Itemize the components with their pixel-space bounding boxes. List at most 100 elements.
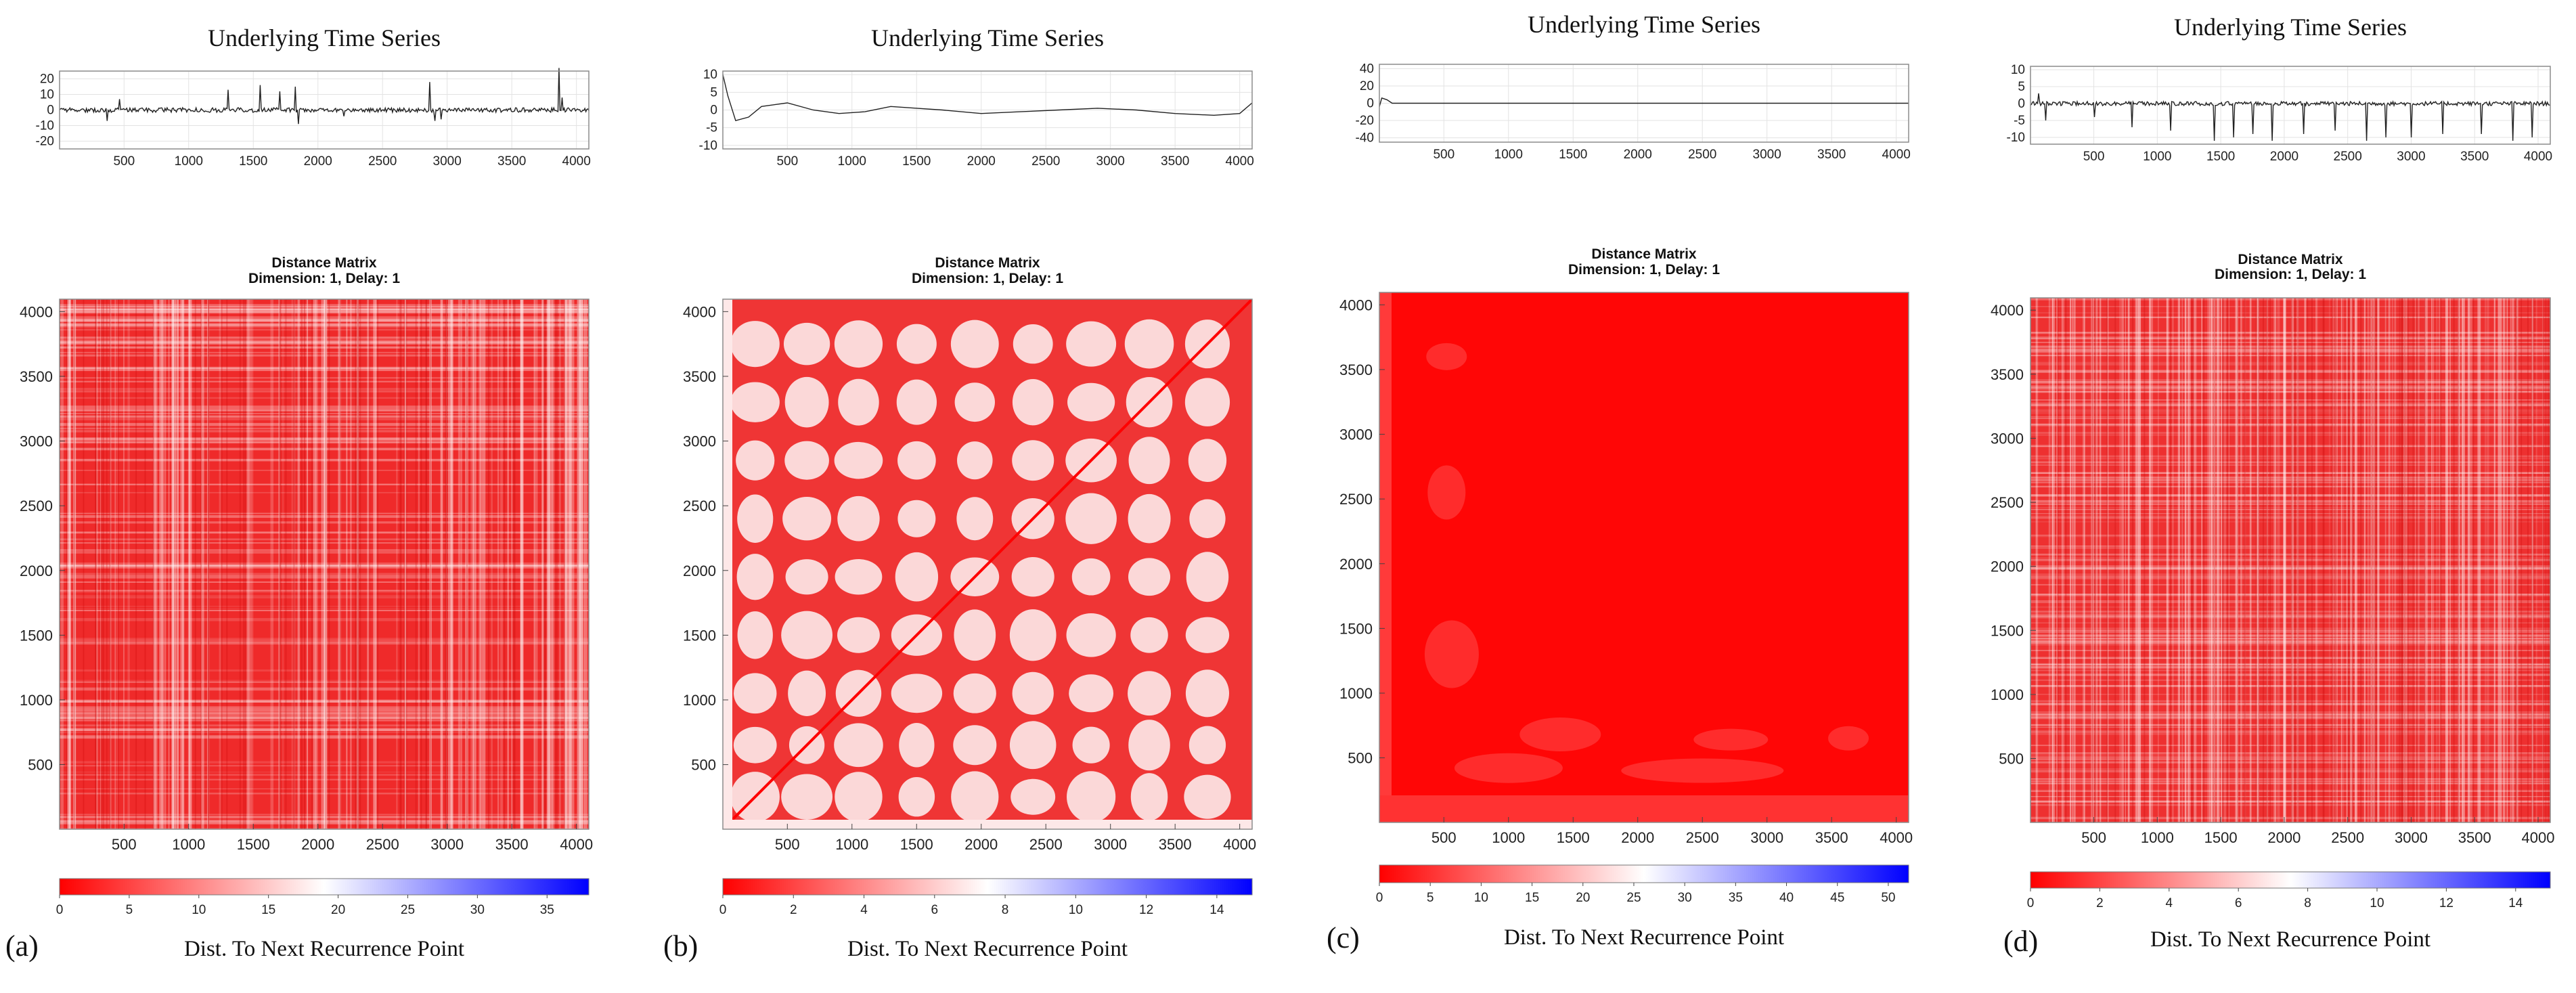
ts-x-tick: 500	[776, 154, 798, 169]
distance-matrix-title: Distance Matrix	[935, 255, 1040, 271]
blob	[1128, 493, 1171, 544]
stripe-h	[2030, 674, 2550, 676]
stripe-h	[2030, 387, 2550, 389]
blob	[954, 382, 995, 422]
blob	[733, 726, 777, 764]
blob	[1066, 613, 1116, 657]
ts-y-tick: 0	[2018, 97, 2025, 111]
dm-x-tick: 3000	[1750, 829, 1783, 846]
stripe-dark	[425, 299, 427, 829]
stripe-v	[323, 299, 324, 829]
stripe-v	[313, 299, 317, 829]
stripe-dark	[2065, 298, 2067, 822]
stripe-dark	[194, 299, 196, 829]
dm-y-tick: 1000	[1339, 685, 1373, 702]
stripe-dark	[2472, 298, 2474, 822]
stripe-v	[583, 299, 587, 829]
stripe-v	[2166, 298, 2168, 822]
blob	[838, 378, 879, 426]
stripe-h	[60, 323, 589, 326]
stripe-v	[2377, 298, 2380, 822]
colorbar-tick: 10	[192, 903, 206, 917]
stripe-h	[60, 458, 589, 462]
ts-x-tick: 3500	[1817, 148, 1846, 162]
stripe-dark	[152, 299, 154, 829]
stripe-h	[2030, 684, 2550, 688]
distance-matrix-subtitle: Dimension: 1, Delay: 1	[2215, 267, 2366, 282]
distance-matrix-frame	[2030, 297, 2551, 823]
stripe-h	[60, 680, 589, 682]
stripe-v	[577, 299, 579, 829]
stripe-dark	[357, 299, 359, 829]
ts-y-tick: 10	[40, 88, 54, 102]
dm-x-tick: 1000	[1492, 829, 1525, 846]
stripe-dark	[311, 299, 313, 829]
stripe-v	[548, 299, 552, 829]
dm-y-tick: 4000	[20, 303, 53, 320]
stripe-h	[60, 336, 589, 339]
dm-y-tick: 500	[1348, 750, 1373, 767]
stripe-h	[2030, 472, 2550, 475]
stripe-v	[491, 299, 493, 829]
stripe-h	[60, 565, 589, 567]
stripe-h	[2030, 755, 2550, 757]
blob	[782, 497, 832, 541]
dm-x-tick: 2500	[1029, 836, 1063, 853]
stripe-v	[298, 299, 300, 829]
stripe-h	[60, 687, 589, 691]
stripe-h	[2030, 298, 2550, 301]
dm-x-tick: 1000	[172, 836, 205, 853]
stripe-dark	[2545, 298, 2547, 822]
stripe-v	[2188, 298, 2191, 822]
stripe-v	[2368, 298, 2369, 822]
ts-x-tick: 1000	[2143, 150, 2171, 164]
dm-x-tick: 3000	[1094, 836, 1127, 853]
ts-y-tick: -5	[2014, 114, 2025, 128]
ts-x-tick: 3000	[433, 154, 462, 169]
stripe-v	[2185, 298, 2187, 822]
edge-bottom	[1379, 795, 1909, 822]
stripe-v	[2415, 298, 2416, 822]
stripe-v	[2121, 298, 2124, 822]
stripe-dark	[73, 299, 75, 829]
ts-y-tick: -40	[1356, 131, 1374, 146]
blob	[1066, 321, 1117, 367]
stripe-dark	[2132, 298, 2134, 822]
ts-y-tick: 10	[703, 68, 717, 82]
stripe-h	[60, 354, 589, 357]
stripe-v	[2510, 298, 2512, 822]
stripe-h	[60, 409, 589, 412]
stripe-v	[2512, 298, 2514, 822]
distance-matrix-title: Distance Matrix	[2238, 252, 2343, 267]
stripe-dark	[2351, 298, 2353, 822]
stripe-v	[2334, 298, 2337, 822]
time-series-plot: Underlying Time Series 500 1000 1500 2000 250…	[36, 24, 591, 169]
ts-y-tick: -10	[2007, 131, 2025, 145]
stripe-v	[60, 299, 64, 829]
stripe-v	[153, 299, 157, 829]
stripe-h	[60, 765, 589, 767]
colorbar-tick: 8	[2304, 896, 2311, 910]
stripe-v	[479, 299, 481, 829]
stripe-v	[2502, 298, 2506, 822]
blob	[1012, 671, 1054, 715]
stripe-h	[2030, 479, 2550, 481]
stripe-v	[581, 299, 585, 829]
stripe-h	[60, 308, 589, 311]
stripe-dark	[577, 299, 579, 829]
stripe-v	[497, 299, 499, 829]
stripe-dark	[208, 299, 210, 829]
stripe-dark	[2222, 298, 2224, 822]
stripe-h	[60, 596, 589, 599]
stripe-h	[60, 669, 589, 672]
panel-label: (a)	[5, 929, 39, 963]
stripe-h	[2030, 521, 2550, 523]
dm-y-tick: 3500	[1991, 366, 2024, 383]
blob	[1069, 674, 1114, 713]
stripe-v	[357, 299, 359, 829]
stripe-v	[465, 299, 468, 829]
stripe-v	[2296, 298, 2299, 822]
